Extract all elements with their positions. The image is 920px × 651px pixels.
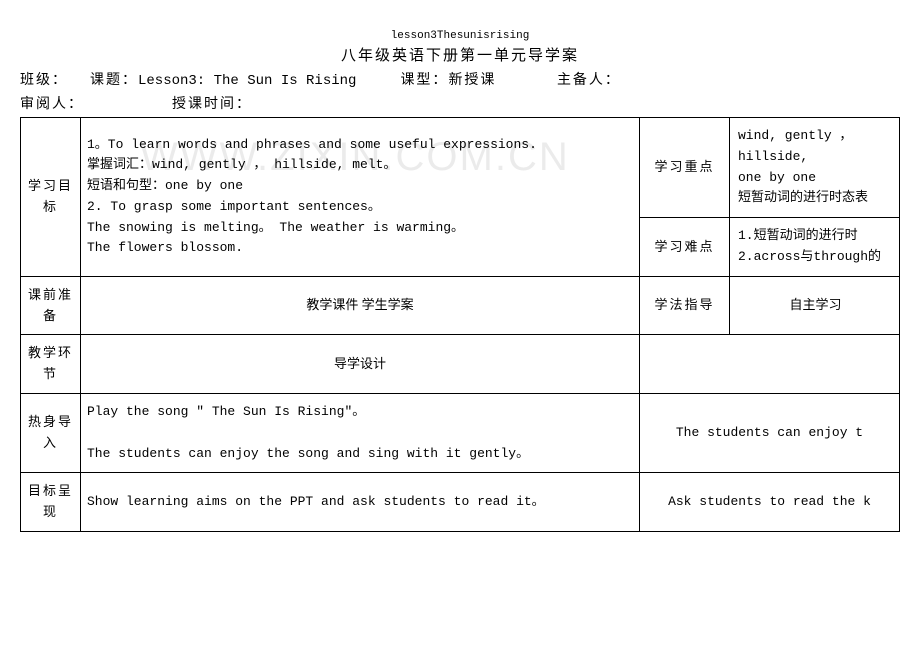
table-row: 学习目标 1。To learn words and phrases and so… bbox=[21, 118, 900, 218]
doc-title: 八年级英语下册第一单元导学案 bbox=[20, 44, 900, 65]
topic-value: Lesson3: The Sun Is Rising bbox=[138, 73, 356, 89]
lesson-table: 学习目标 1。To learn words and phrases and so… bbox=[20, 117, 900, 532]
learn-goal-label: 学习目标 bbox=[21, 118, 81, 277]
focus-content: wind, gently ， hillside, one by one 短暂动词… bbox=[730, 118, 900, 218]
diff-label: 学习难点 bbox=[640, 218, 730, 277]
topic-label: 课题： bbox=[90, 69, 138, 89]
goalshow-label: 目标呈现 bbox=[21, 473, 81, 532]
focus-label: 学习重点 bbox=[640, 118, 730, 218]
warmup-right: The students can enjoy t bbox=[640, 393, 900, 472]
goalshow-content: Show learning aims on the PPT and ask st… bbox=[81, 473, 640, 532]
preclass-content: 教学课件 学生学案 bbox=[81, 276, 640, 335]
teachstep-label: 教学环节 bbox=[21, 335, 81, 394]
teach-time-label: 授课时间： bbox=[172, 93, 252, 113]
class-label: 班级： bbox=[20, 69, 68, 89]
warmup-content: Play the song " The Sun Is Rising"。 The … bbox=[81, 393, 640, 472]
type-label: 课型： bbox=[400, 69, 448, 89]
guide-label: 学法指导 bbox=[640, 276, 730, 335]
diff-content: 1.短暂动词的进行时 2.across与through的 bbox=[730, 218, 900, 277]
goalshow-right: Ask students to read the k bbox=[640, 473, 900, 532]
table-row: 目标呈现 Show learning aims on the PPT and a… bbox=[21, 473, 900, 532]
teachstep-content: 导学设计 bbox=[81, 335, 640, 394]
preparer-label: 主备人： bbox=[557, 69, 621, 89]
table-row: 课前准备 教学课件 学生学案 学法指导 自主学习 bbox=[21, 276, 900, 335]
warmup-label: 热身导入 bbox=[21, 393, 81, 472]
guide-content: 自主学习 bbox=[730, 276, 900, 335]
header-line-2: 审阅人： 授课时间： bbox=[20, 93, 900, 113]
header-line-1: 班级： 课题：Lesson3: The Sun Is Rising 课型：新授课… bbox=[20, 69, 900, 89]
learn-goal-content: 1。To learn words and phrases and some us… bbox=[81, 118, 640, 277]
preclass-label: 课前准备 bbox=[21, 276, 81, 335]
type-value: 新授课 bbox=[448, 69, 496, 89]
reviewer-label: 审阅人： bbox=[20, 93, 84, 113]
table-row: 教学环节 导学设计 bbox=[21, 335, 900, 394]
teachstep-right bbox=[640, 335, 900, 394]
table-row: 热身导入 Play the song " The Sun Is Rising"。… bbox=[21, 393, 900, 472]
doc-id: lesson3Thesunisrising bbox=[20, 30, 900, 42]
document-body: lesson3Thesunisrising 八年级英语下册第一单元导学案 班级：… bbox=[20, 30, 900, 532]
